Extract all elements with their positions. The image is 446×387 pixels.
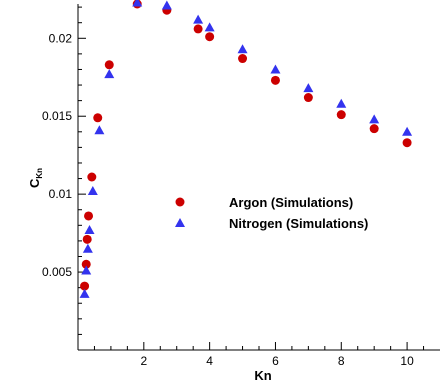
argon-data-point xyxy=(81,259,91,269)
nitrogen-data-point xyxy=(94,125,105,135)
nitrogen-data-point xyxy=(270,64,281,74)
x-axis-title: Kn xyxy=(254,368,271,383)
nitrogen-data-point xyxy=(79,288,90,298)
argon-data-point xyxy=(303,93,313,103)
argon-data-point xyxy=(84,211,94,221)
y-tick-label: 0.02 xyxy=(49,31,73,45)
x-tick-label: 6 xyxy=(272,354,279,368)
y-tick-label: 0.01 xyxy=(49,187,73,201)
nitrogen-data-point xyxy=(87,186,98,196)
x-tick-label: 10 xyxy=(400,354,414,368)
argon-data-point xyxy=(104,60,114,70)
x-tick-label: 4 xyxy=(206,354,213,368)
x-tick-label: 8 xyxy=(338,354,345,368)
argon-data-point xyxy=(270,75,280,85)
plot-area: 2 4 6 8 10 0.005 0.01 0.015 0.02 xyxy=(42,0,440,368)
argon-data-point xyxy=(80,281,90,291)
nitrogen-data-point xyxy=(193,14,204,24)
legend: Argon (Simulations) Nitrogen (Simulations… xyxy=(175,195,368,231)
legend-label: Argon (Simulations) xyxy=(229,195,353,210)
argon-data-point xyxy=(336,110,346,120)
nitrogen-data-point xyxy=(84,224,95,234)
argon-data-point xyxy=(238,54,248,64)
nitrogen-data-point xyxy=(369,114,380,124)
nitrogen-data-point xyxy=(132,0,143,7)
nitrogen-data-point xyxy=(402,126,413,136)
argon-data-point xyxy=(402,138,412,148)
legend-marker xyxy=(175,197,185,207)
y-tick-label: 0.005 xyxy=(42,265,72,279)
nitrogen-data-point xyxy=(336,98,347,108)
nitrogen-data-point xyxy=(303,83,314,93)
nitrogen-data-point xyxy=(104,69,115,79)
y-tick-label: 0.015 xyxy=(42,109,72,123)
argon-data-point xyxy=(193,24,203,34)
nitrogen-data-point xyxy=(161,0,172,10)
argon-data-point xyxy=(82,234,92,244)
legend-marker xyxy=(175,218,185,227)
legend-label: Nitrogen (Simulations) xyxy=(229,216,368,231)
y-axis-title-subscript: Kn xyxy=(35,168,44,179)
argon-data-point xyxy=(205,32,215,42)
argon-data-point xyxy=(93,113,103,123)
nitrogen-data-point xyxy=(82,243,93,253)
argon-data-point xyxy=(369,124,379,134)
nitrogen-data-point xyxy=(204,22,215,32)
y-axis-title-main: C xyxy=(27,178,42,188)
nitrogen-data-point xyxy=(237,44,248,54)
y-axis-title: CKn xyxy=(27,168,44,188)
nitrogen-data-point xyxy=(81,265,92,275)
x-tick-label: 2 xyxy=(140,354,147,368)
argon-data-point xyxy=(87,172,97,182)
